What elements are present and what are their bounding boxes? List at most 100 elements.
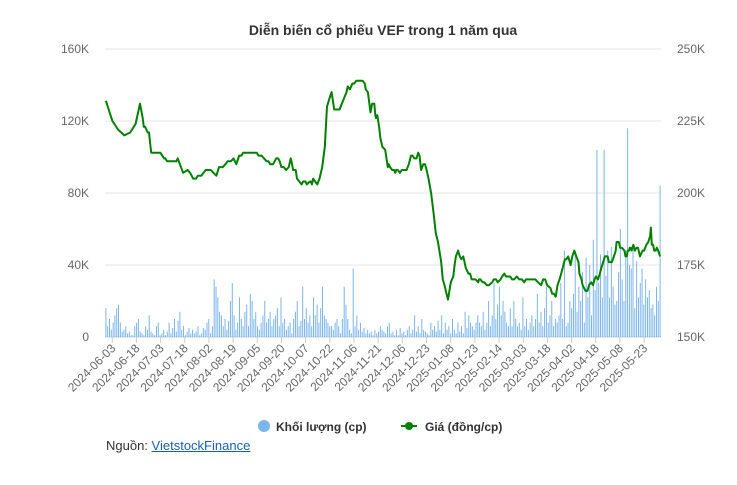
- volume-bar: [551, 301, 553, 337]
- volume-bar: [105, 308, 107, 337]
- y-left-tick-label: 160K: [61, 42, 89, 56]
- volume-bar: [311, 326, 313, 337]
- volume-bar: [417, 326, 419, 337]
- volume-bar: [616, 301, 618, 337]
- volume-bar: [235, 329, 237, 337]
- volume-bar: [553, 326, 555, 337]
- volume-bar: [334, 322, 336, 337]
- volume-bar: [107, 326, 109, 337]
- volume-bar: [497, 304, 499, 337]
- volume-bar: [614, 304, 616, 337]
- volume-bar: [332, 329, 334, 337]
- volume-bar: [208, 319, 210, 337]
- volume-bar: [372, 335, 374, 337]
- volume-bar: [448, 326, 450, 337]
- volume-bar: [161, 333, 163, 337]
- volume-bar: [376, 333, 378, 337]
- volume-bar: [249, 293, 251, 337]
- volume-bar: [592, 239, 594, 337]
- volume-bar: [228, 320, 230, 337]
- y-right-tick-label: 150K: [677, 330, 705, 344]
- volume-bar: [569, 301, 571, 337]
- volume-bar: [509, 308, 511, 337]
- volume-bar: [587, 297, 589, 337]
- volume-bar: [652, 304, 654, 337]
- volume-bar: [155, 326, 157, 337]
- volume-bar: [181, 329, 183, 337]
- volume-bar: [591, 315, 592, 337]
- volume-bar: [219, 311, 221, 337]
- volume-bar: [396, 329, 398, 337]
- volume-bar: [217, 297, 219, 337]
- volume-bar: [632, 247, 634, 337]
- volume-bar: [655, 286, 657, 337]
- x-axis: 2024-06-032024-06-182024-07-032024-07-18…: [65, 337, 650, 395]
- volume-bar: [179, 311, 181, 337]
- volume-bar: [625, 250, 627, 337]
- volume-bar: [237, 322, 239, 337]
- legend-item-volume[interactable]: Khối lượng (cp): [258, 420, 367, 434]
- volume-bar: [186, 331, 188, 337]
- volume-bar: [536, 293, 538, 337]
- volume-bar: [222, 326, 224, 337]
- volume-bar: [618, 272, 620, 337]
- volume-bar: [320, 308, 322, 337]
- volume-bar: [325, 319, 327, 337]
- volume-bar: [605, 275, 607, 337]
- volume-bar: [229, 301, 231, 337]
- volume-bar: [157, 322, 159, 337]
- volume-bar: [316, 304, 318, 337]
- volume-bar: [125, 326, 127, 337]
- volume-bar: [464, 311, 466, 337]
- y-right-tick-label: 175K: [677, 258, 705, 272]
- volume-bar: [562, 319, 564, 337]
- volume-bar: [439, 329, 441, 337]
- volume-bar: [405, 335, 407, 337]
- volume-bar: [504, 311, 506, 337]
- volume-bar: [648, 290, 650, 337]
- volume-bar: [255, 311, 257, 337]
- volume-bar: [526, 319, 528, 337]
- volume-bar: [159, 335, 161, 337]
- volume-bar: [453, 329, 455, 337]
- volume-bar: [507, 326, 509, 337]
- volume-bar: [426, 333, 428, 337]
- volume-bar: [578, 286, 580, 337]
- volume-bar: [201, 333, 203, 337]
- volume-bar: [278, 326, 280, 337]
- volume-bar: [347, 319, 349, 337]
- volume-bar: [545, 286, 547, 337]
- volume-bar: [589, 265, 591, 337]
- volume-bar: [430, 322, 432, 337]
- legend-item-price[interactable]: Giá (đồng/cp): [401, 420, 502, 434]
- volume-bar: [331, 326, 333, 337]
- volume-bar: [192, 329, 194, 337]
- volume-bar: [627, 128, 629, 337]
- volume-bar: [190, 333, 192, 337]
- volume-bar: [350, 333, 352, 337]
- volume-bar: [146, 329, 148, 337]
- volume-bar: [511, 326, 513, 337]
- volume-bar: [410, 333, 412, 337]
- volume-bar: [399, 328, 401, 337]
- source-link[interactable]: VietstockFinance: [151, 438, 251, 453]
- volume-bar: [269, 311, 271, 337]
- grid-lines: [105, 48, 661, 338]
- volume-bar: [112, 322, 114, 337]
- volume-bar: [123, 329, 125, 337]
- volume-bar: [137, 319, 139, 337]
- volume-bar: [441, 315, 443, 337]
- volume-bar: [300, 320, 302, 337]
- volume-bar: [634, 308, 636, 337]
- volume-bar: [356, 315, 358, 337]
- volume-bar: [251, 301, 253, 337]
- volume-bar: [285, 329, 287, 337]
- volume-bar: [154, 335, 156, 337]
- legend[interactable]: Khối lượng (cp) Giá (đồng/cp): [258, 420, 502, 434]
- volume-bar: [119, 322, 121, 337]
- volume-bar: [493, 283, 495, 337]
- volume-bar: [645, 279, 647, 337]
- volume-bar: [520, 329, 522, 337]
- volume-bar: [639, 283, 641, 337]
- volume-bar: [387, 326, 389, 337]
